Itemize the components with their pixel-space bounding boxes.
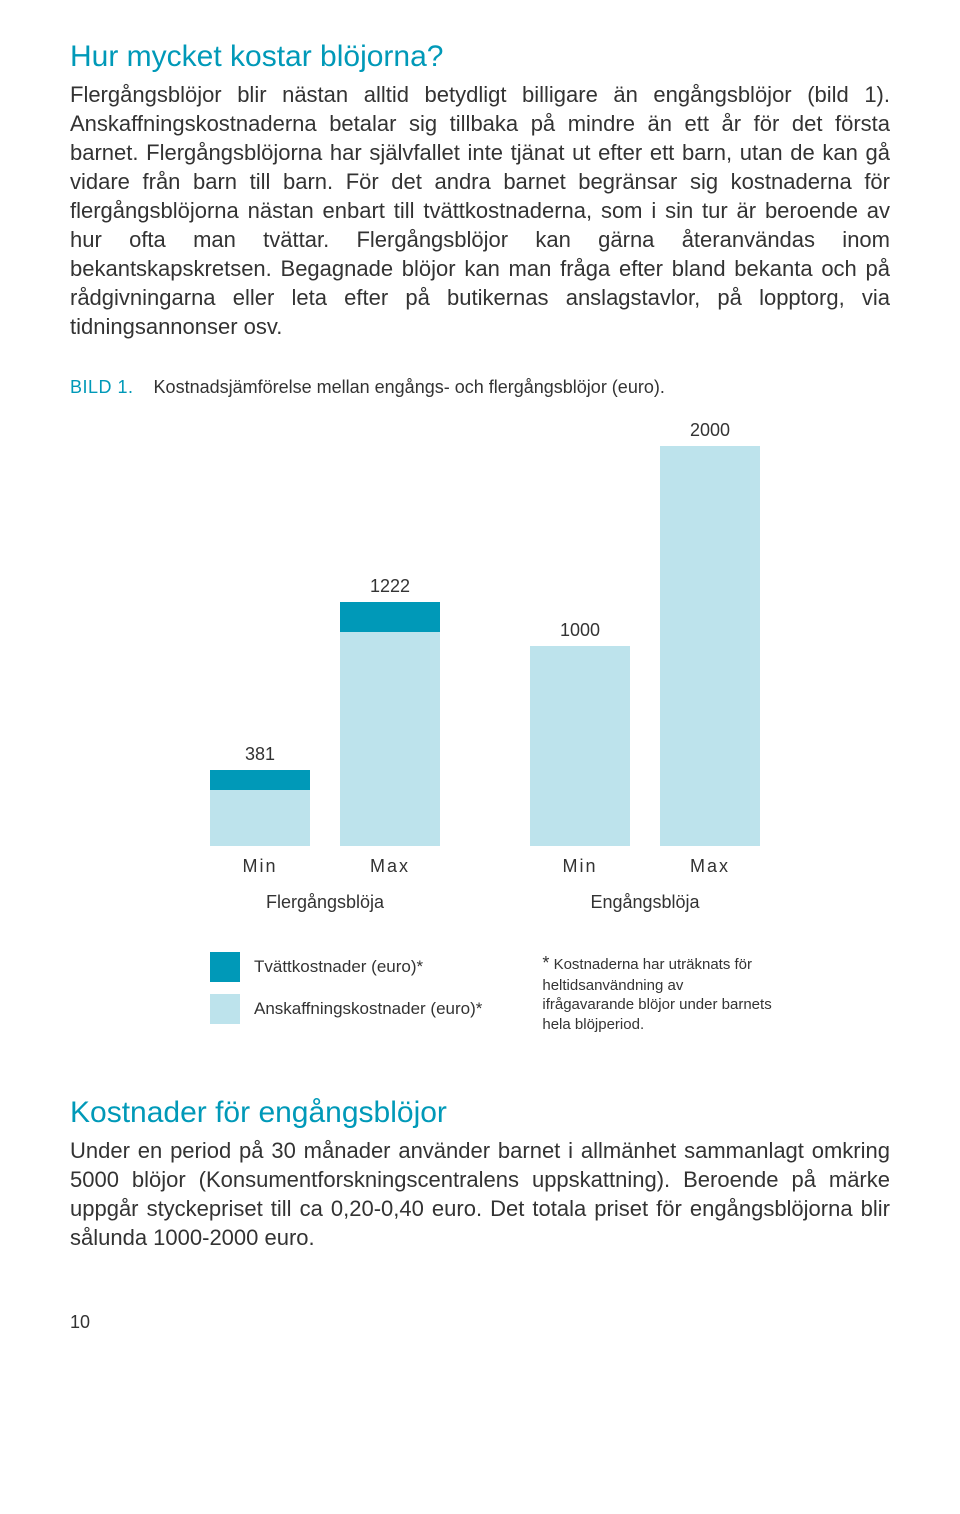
legend-item: Anskaffningskostnader (euro)* (210, 994, 482, 1024)
cost-chart: 381 1222 1000 2000 Min Max Min Max Flergångsbl… (160, 416, 800, 1036)
legend-label: Tvättkostnader (euro)* (254, 957, 423, 977)
chart-bar: 1222 (340, 602, 440, 846)
bar-value-label: 2000 (660, 420, 760, 441)
chart-bar: 1000 (530, 646, 630, 846)
figure-caption-text: Kostnadsjämförelse mellan engångs- och f… (154, 377, 665, 397)
axis-label: Min (210, 856, 310, 877)
section1-heading: Hur mycket kostar blöjorna? (70, 40, 890, 74)
figure-caption: BILD 1. Kostnadsjämförelse mellan engång… (70, 377, 890, 398)
bar-segment (210, 790, 310, 846)
legend-swatch (210, 994, 240, 1024)
chart-legend: Tvättkostnader (euro)* Anskaffningskostna… (210, 952, 800, 1036)
page-number: 10 (70, 1312, 890, 1333)
bar-group: 1000 2000 (530, 446, 760, 846)
bar-segment (210, 770, 310, 790)
bar-value-label: 1222 (340, 576, 440, 597)
chart-bar: 381 (210, 770, 310, 846)
axis-label: Min (530, 856, 630, 877)
chart-footnote: * Kostnaderna har uträknats för heltidsa… (542, 952, 772, 1036)
legend-swatch (210, 952, 240, 982)
bar-segment (530, 646, 630, 846)
legend-item: Tvättkostnader (euro)* (210, 952, 482, 982)
legend-label: Anskaffningskostnader (euro)* (254, 999, 482, 1019)
chart-bar: 2000 (660, 446, 760, 846)
bar-value-label: 1000 (530, 620, 630, 641)
section1-body: Flergångsblöjor blir nästan alltid betyd… (70, 80, 890, 341)
bar-value-label: 381 (210, 744, 310, 765)
bar-segment (340, 602, 440, 632)
bar-segment (340, 632, 440, 846)
group-label: Flergångsblöja (210, 892, 440, 913)
section2-body: Under en period på 30 månader använder b… (70, 1136, 890, 1252)
axis-label: Max (660, 856, 760, 877)
bar-segment (660, 446, 760, 846)
footnote-text: Kostnaderna har uträknats för heltidsanv… (542, 956, 771, 1032)
section2-heading: Kostnader för engångsblöjor (70, 1096, 890, 1130)
bar-group: 381 1222 (210, 602, 440, 846)
group-label: Engångsblöja (530, 892, 760, 913)
footnote-star: * (542, 953, 549, 973)
figure-caption-label: BILD 1. (70, 377, 134, 397)
axis-label: Max (340, 856, 440, 877)
